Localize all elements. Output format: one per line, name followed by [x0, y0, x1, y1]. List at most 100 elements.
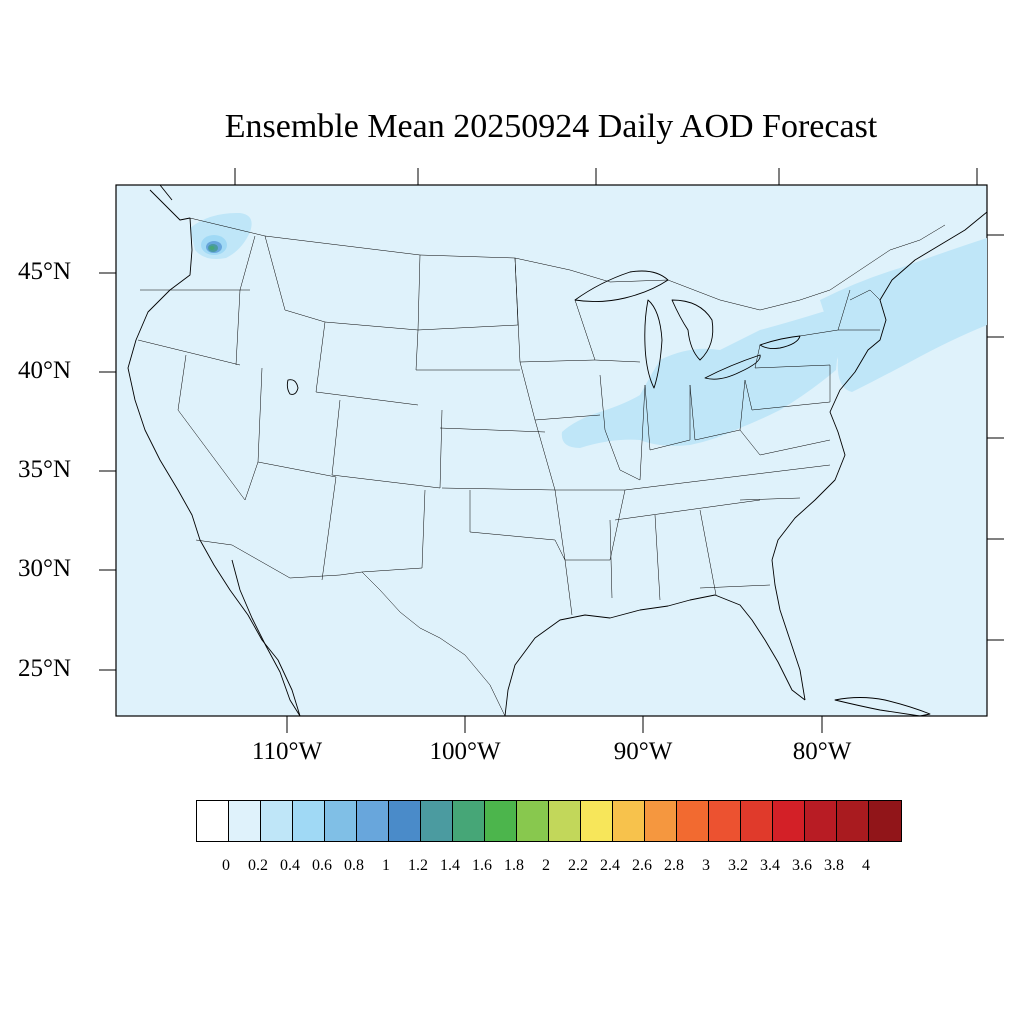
border-nv-ut	[257, 367, 263, 463]
aod-hotspot	[201, 235, 227, 255]
border-sc-nc	[739, 497, 801, 501]
border-or-ca	[137, 339, 241, 366]
lat-label-45: 45°N	[18, 258, 72, 285]
colorbar-cell	[389, 801, 421, 841]
border-nm-tx	[361, 489, 426, 573]
border-ok	[469, 490, 556, 541]
colorbar-level-label: 3.2	[728, 857, 748, 874]
colorbar-cell	[357, 801, 389, 841]
lat-label-30: 30°N	[18, 555, 72, 582]
border-mt	[264, 235, 419, 331]
colorbar-cell	[805, 801, 837, 841]
colorbar-cell	[773, 801, 805, 841]
colorbar-cell	[261, 801, 293, 841]
border-in	[644, 384, 691, 451]
tick-marks	[99, 168, 1004, 733]
colorbar-cell	[581, 801, 613, 841]
hotspot-core	[209, 246, 215, 250]
mexico-border	[195, 539, 506, 717]
colorbar-cell	[325, 801, 357, 841]
colorbar-level-label: 3.6	[792, 857, 812, 874]
colorbar-level-label: 3	[702, 857, 710, 874]
colorbar-cell	[293, 801, 325, 841]
border-nm	[321, 476, 337, 581]
colorbar-level-label: 1	[382, 857, 390, 874]
florida-east	[771, 559, 806, 701]
colorbar-cell	[741, 801, 773, 841]
pacific-coast	[127, 217, 301, 717]
border-sd-ne	[415, 329, 520, 371]
colorbar-cell	[677, 801, 709, 841]
colorbar-level-label: 0.2	[248, 857, 268, 874]
colorbar-level-label: 2	[542, 857, 550, 874]
colorbar-level-label: 2.6	[632, 857, 652, 874]
lat-label-25: 25°N	[18, 655, 72, 682]
lon-label-80w: 80°W	[792, 738, 852, 765]
border-ga-fl	[699, 584, 771, 589]
colorbar-level-label: 1.4	[440, 857, 460, 874]
border-ut-az	[257, 461, 337, 478]
map-panel	[115, 184, 988, 717]
gulf-coast	[504, 594, 806, 717]
state-borders	[137, 217, 946, 717]
border-nv	[177, 354, 259, 501]
lon-label-100w: 100°W	[429, 738, 501, 765]
colorbar-level-label: 0	[222, 857, 230, 874]
colorbar-level-label: 1.8	[504, 857, 524, 874]
colorbar-level-label: 1.6	[472, 857, 492, 874]
border-ar	[554, 489, 626, 561]
border-ne-states	[838, 289, 881, 331]
lake-michigan	[644, 299, 663, 389]
colorbar-cell	[197, 801, 229, 841]
colorbar-level-label: 2.8	[664, 857, 684, 874]
cuba	[834, 697, 931, 717]
lake-ontario	[759, 335, 801, 350]
gulf-of-california	[231, 559, 301, 717]
colorbar-cell	[453, 801, 485, 841]
colorbar-level-label: 2.4	[600, 857, 620, 874]
great-salt-lake	[286, 379, 299, 395]
border-oh	[689, 379, 746, 441]
colorbar-cell	[549, 801, 581, 841]
border-ks-ok	[441, 487, 556, 491]
atlantic-coast	[771, 211, 988, 561]
colorbar-level-label: 0.8	[344, 857, 364, 874]
colorbar-level-label: 1.2	[408, 857, 428, 874]
colorbar-level-label: 2.2	[568, 857, 588, 874]
colorbar-cell	[709, 801, 741, 841]
plume-northeast	[820, 238, 987, 392]
colorbar-cell	[421, 801, 453, 841]
plume-great-lakes	[561, 311, 840, 448]
canada-border	[189, 217, 946, 311]
colorbar-cell	[645, 801, 677, 841]
border-ky-tn	[624, 464, 831, 491]
colorbar-level-label: 0.4	[280, 857, 300, 874]
border-wi	[574, 299, 641, 363]
colorbar-cell	[837, 801, 869, 841]
lake-huron	[671, 299, 714, 361]
colorbar-level-label: 0.6	[312, 857, 332, 874]
colorbar-cell	[613, 801, 645, 841]
lat-label-35: 35°N	[18, 456, 72, 483]
border-wy	[315, 321, 419, 406]
lat-label-40: 40°N	[18, 357, 72, 384]
colorbar-level-label: 3.8	[824, 857, 844, 874]
colorbar-cell	[517, 801, 549, 841]
map-title: Ensemble Mean 20250924 Daily AOD Forecas…	[224, 108, 878, 145]
colorbar-cell	[485, 801, 517, 841]
border-va	[739, 429, 831, 456]
lon-label-110w: 110°W	[251, 738, 323, 765]
colorbar	[196, 800, 902, 842]
border-id	[235, 235, 256, 366]
border-pa	[744, 364, 831, 411]
border-tn-south	[614, 499, 761, 521]
colorbar-cell	[229, 801, 261, 841]
border-ne-ks	[439, 427, 546, 433]
canada-west-coast	[149, 184, 191, 221]
colorbar-level-label: 4	[862, 857, 870, 874]
border-co	[331, 399, 443, 489]
lon-label-90w: 90°W	[613, 738, 673, 765]
border-il	[599, 374, 646, 481]
colorbar-cell	[869, 801, 901, 841]
